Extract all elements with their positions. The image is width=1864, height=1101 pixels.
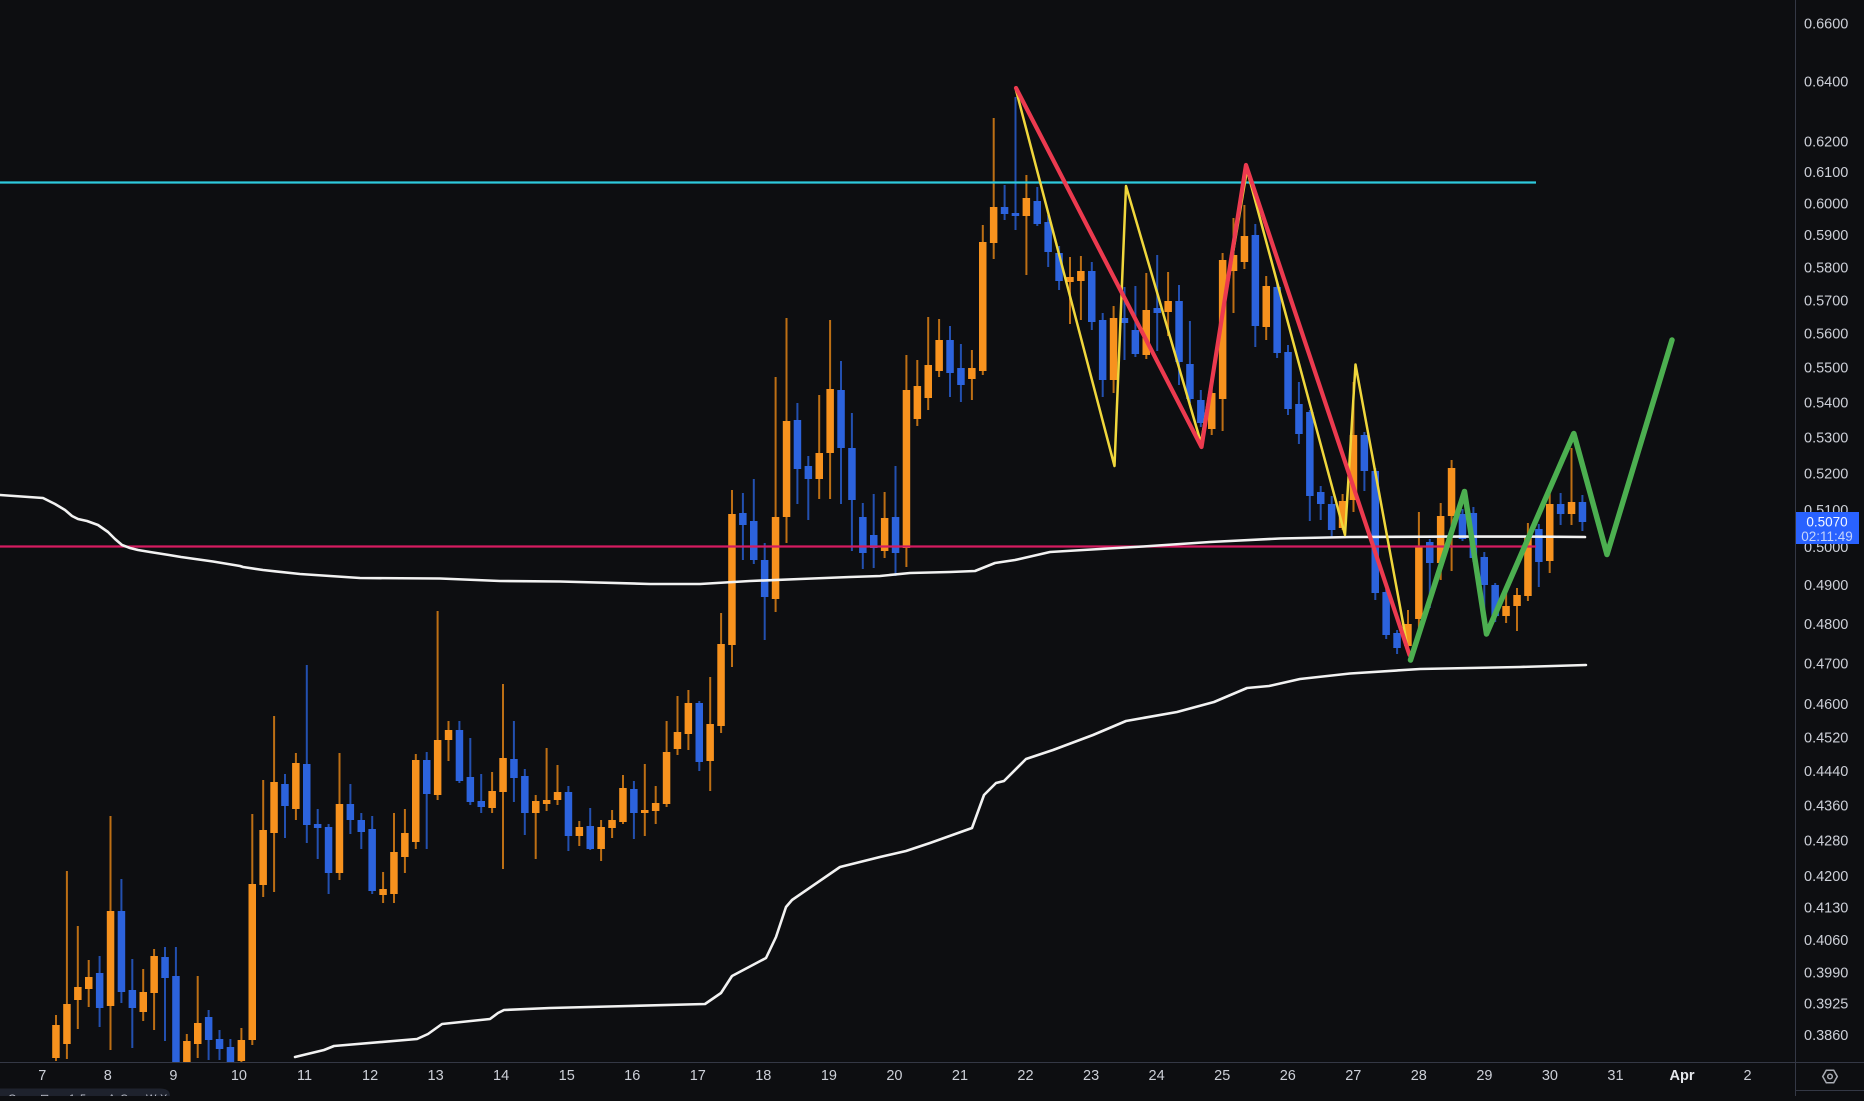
svg-text:0.4700: 0.4700 [1804, 657, 1848, 673]
svg-text:0.5070: 0.5070 [1806, 515, 1847, 530]
svg-text:0.5900: 0.5900 [1804, 228, 1848, 244]
svg-text:29: 29 [1476, 1068, 1492, 1084]
svg-text:23: 23 [1083, 1068, 1099, 1084]
svg-text:19: 19 [821, 1068, 837, 1084]
svg-text:20: 20 [886, 1068, 902, 1084]
svg-text:9: 9 [169, 1068, 177, 1084]
svg-text:0.6000: 0.6000 [1804, 196, 1848, 212]
svg-text:0.4900: 0.4900 [1804, 578, 1848, 594]
svg-text:0.5600: 0.5600 [1804, 327, 1848, 343]
svg-text:13: 13 [428, 1068, 444, 1084]
svg-text:10: 10 [231, 1068, 247, 1084]
svg-text:0.4440: 0.4440 [1804, 764, 1848, 780]
svg-text:02:11:49: 02:11:49 [1801, 529, 1853, 544]
svg-text:25: 25 [1214, 1068, 1230, 1084]
svg-text:0.6200: 0.6200 [1804, 134, 1848, 150]
svg-text:22: 22 [1017, 1068, 1033, 1084]
svg-text:0.4200: 0.4200 [1804, 869, 1848, 885]
svg-text:16: 16 [624, 1068, 640, 1084]
svg-text:15: 15 [559, 1068, 575, 1084]
svg-text:12: 12 [362, 1068, 378, 1084]
svg-text:0.4130: 0.4130 [1804, 901, 1848, 917]
svg-text:0.4280: 0.4280 [1804, 833, 1848, 849]
svg-text:0.5300: 0.5300 [1804, 431, 1848, 447]
svg-text:0.5800: 0.5800 [1804, 260, 1848, 276]
svg-text:0.6100: 0.6100 [1804, 165, 1848, 181]
svg-text:27: 27 [1345, 1068, 1361, 1084]
svg-text:0.3860: 0.3860 [1804, 1028, 1848, 1044]
svg-text:0.5200: 0.5200 [1804, 467, 1848, 483]
svg-text:0.6400: 0.6400 [1804, 75, 1848, 91]
svg-text:0.5700: 0.5700 [1804, 293, 1848, 309]
svg-text:8: 8 [104, 1068, 112, 1084]
svg-text:17: 17 [690, 1068, 706, 1084]
svg-text:26: 26 [1280, 1068, 1296, 1084]
svg-text:0.4600: 0.4600 [1804, 697, 1848, 713]
svg-text:0.4360: 0.4360 [1804, 798, 1848, 814]
svg-text:21: 21 [952, 1068, 968, 1084]
svg-text:0.6600: 0.6600 [1804, 17, 1848, 33]
svg-text:11: 11 [297, 1068, 312, 1084]
svg-text:28: 28 [1411, 1068, 1427, 1084]
svg-text:2: 2 [1743, 1068, 1751, 1084]
svg-text:0.5400: 0.5400 [1804, 395, 1848, 411]
svg-text:0.4800: 0.4800 [1804, 617, 1848, 633]
svg-text:24: 24 [1149, 1068, 1165, 1084]
svg-text:0.5500: 0.5500 [1804, 361, 1848, 377]
svg-text:Apr: Apr [1670, 1068, 1695, 1084]
svg-text:30: 30 [1542, 1068, 1558, 1084]
svg-text:7: 7 [38, 1068, 46, 1084]
svg-text:18: 18 [755, 1068, 771, 1084]
svg-text:0.3990: 0.3990 [1804, 966, 1848, 982]
svg-text:0.4520: 0.4520 [1804, 730, 1848, 746]
svg-text:14: 14 [493, 1068, 509, 1084]
svg-text:0.4060: 0.4060 [1804, 933, 1848, 949]
svg-text:31: 31 [1607, 1068, 1623, 1084]
svg-text:0.3925: 0.3925 [1804, 997, 1848, 1013]
